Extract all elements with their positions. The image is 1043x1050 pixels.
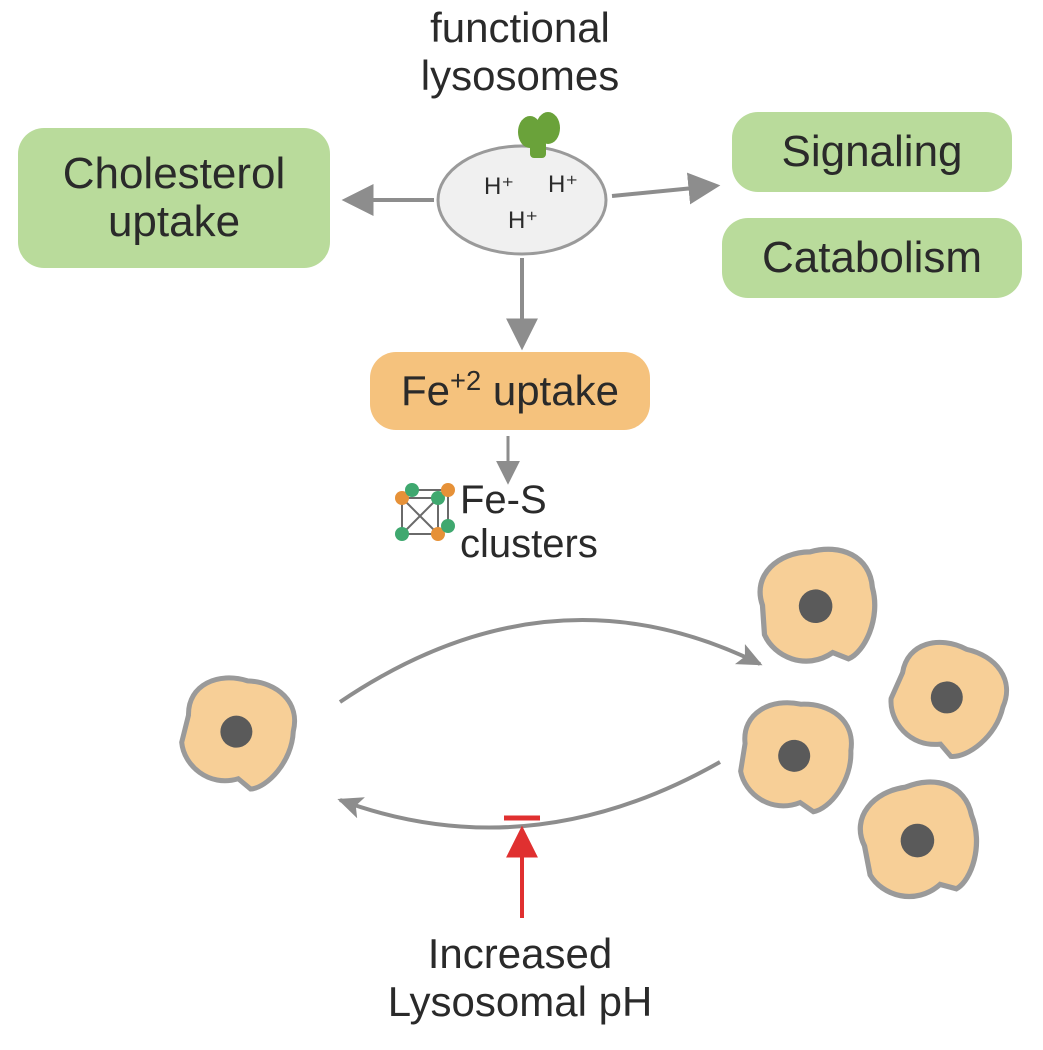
red-inhibit-arrow: [504, 818, 540, 918]
cell-right-3: [738, 699, 855, 815]
cell-right-4: [850, 772, 989, 910]
h-plus-1: H⁺: [484, 173, 514, 200]
lysosome-icon: H⁺ H⁺ H⁺: [438, 112, 606, 254]
arrow-to-signaling: [612, 186, 714, 196]
diagram-canvas: functional lysosomes Cholesterol uptake …: [0, 0, 1043, 1050]
cycle-top-arc: [340, 620, 760, 702]
svg-layer: H⁺ H⁺ H⁺: [0, 0, 1043, 1050]
cell-right-1: [754, 543, 882, 670]
fe-s-cluster-icon: [395, 483, 455, 541]
cell-left: [176, 671, 301, 795]
h-plus-2: H⁺: [548, 171, 578, 198]
h-plus-3: H⁺: [508, 207, 538, 234]
cell-right-2: [879, 630, 1017, 767]
